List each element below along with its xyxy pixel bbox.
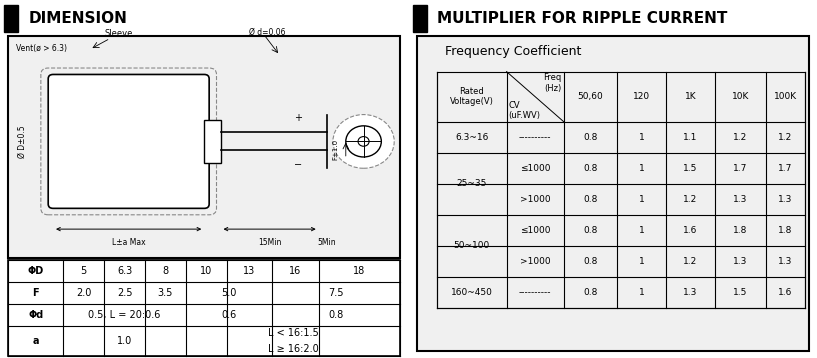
Text: 1.2: 1.2 (683, 195, 698, 204)
Text: 5.0: 5.0 (221, 288, 236, 297)
Text: 0.8: 0.8 (583, 257, 597, 266)
Text: 18: 18 (354, 266, 365, 276)
Text: ΦD: ΦD (28, 266, 44, 276)
Text: 1: 1 (638, 133, 645, 142)
Text: 1.7: 1.7 (778, 164, 792, 173)
Text: 1.5: 1.5 (733, 288, 748, 297)
Text: Φd: Φd (28, 310, 43, 320)
Text: Vent(ø > 6.3): Vent(ø > 6.3) (16, 44, 67, 53)
Circle shape (358, 136, 369, 146)
Text: 1.6: 1.6 (683, 226, 698, 235)
Text: 6.3: 6.3 (117, 266, 132, 276)
Text: 1.2: 1.2 (734, 133, 748, 142)
Text: 15Min: 15Min (258, 238, 281, 247)
Text: 1.5: 1.5 (683, 164, 698, 173)
Text: 1.3: 1.3 (733, 257, 748, 266)
Text: >1000: >1000 (520, 257, 551, 266)
Text: 10K: 10K (732, 92, 749, 101)
Text: 16: 16 (289, 266, 301, 276)
Text: ≤1000: ≤1000 (520, 164, 551, 173)
Text: 1: 1 (638, 195, 645, 204)
Text: 0.8: 0.8 (583, 164, 597, 173)
Text: 50~100: 50~100 (453, 241, 490, 250)
Text: 1: 1 (638, 164, 645, 173)
Text: >1000: >1000 (520, 195, 551, 204)
Text: 1.6: 1.6 (778, 288, 792, 297)
Text: Freq
(Hz): Freq (Hz) (543, 73, 561, 93)
Text: 1K: 1K (685, 92, 696, 101)
Text: 1.3: 1.3 (778, 195, 792, 204)
Text: F±1.0: F±1.0 (333, 139, 338, 160)
Text: 1.1: 1.1 (683, 133, 698, 142)
Text: 13: 13 (243, 266, 255, 276)
Text: ≤1000: ≤1000 (520, 226, 551, 235)
Circle shape (346, 126, 382, 157)
Text: a: a (33, 337, 39, 346)
Text: 0.8: 0.8 (328, 310, 344, 320)
Text: 1.3: 1.3 (733, 195, 748, 204)
Text: CV
(uF.WV): CV (uF.WV) (508, 101, 541, 120)
Text: 0.6: 0.6 (221, 310, 236, 320)
Text: 1.3: 1.3 (683, 288, 698, 297)
Text: ----------: ---------- (519, 133, 551, 142)
Text: Ø D±0.5: Ø D±0.5 (18, 125, 27, 158)
Text: 0.8: 0.8 (583, 133, 597, 142)
Text: 3.5: 3.5 (158, 288, 173, 297)
Text: 1: 1 (638, 288, 645, 297)
Text: 10: 10 (200, 266, 212, 276)
Text: 6.3~16: 6.3~16 (455, 133, 489, 142)
Text: Rated
Voltage(V): Rated Voltage(V) (450, 87, 493, 106)
Text: Ø d=0.06: Ø d=0.06 (249, 28, 286, 37)
Text: 2.5: 2.5 (117, 288, 132, 297)
Text: L < 16:1.5: L < 16:1.5 (268, 329, 319, 338)
Text: L ≥ 16:2.0: L ≥ 16:2.0 (268, 344, 319, 354)
FancyBboxPatch shape (48, 74, 209, 208)
Text: 7.5: 7.5 (328, 288, 344, 297)
Text: MULTIPLIER FOR RIPPLE CURRENT: MULTIPLIER FOR RIPPLE CURRENT (437, 11, 727, 26)
Text: 1: 1 (638, 257, 645, 266)
Text: 0.8: 0.8 (583, 226, 597, 235)
Bar (413, 5, 426, 32)
Text: −: − (294, 160, 302, 170)
Text: Sleeve: Sleeve (105, 29, 132, 38)
Bar (8, 260, 400, 356)
Bar (8, 36, 400, 258)
Text: 0.8: 0.8 (583, 288, 597, 297)
Text: Frequency Coefficient: Frequency Coefficient (445, 45, 582, 58)
Text: 160~450: 160~450 (451, 288, 493, 297)
Text: 1.3: 1.3 (778, 257, 792, 266)
Text: 1.8: 1.8 (733, 226, 748, 235)
Bar (417, 36, 809, 351)
Text: 1.7: 1.7 (733, 164, 748, 173)
Text: L±a Max: L±a Max (112, 238, 145, 247)
Text: 0.5, L = 20:0.6: 0.5, L = 20:0.6 (88, 310, 161, 320)
Circle shape (333, 115, 394, 168)
Text: F: F (33, 288, 39, 297)
Text: DIMENSION: DIMENSION (29, 11, 127, 26)
Text: 5: 5 (81, 266, 87, 276)
Text: 2.0: 2.0 (76, 288, 92, 297)
Bar (204, 120, 221, 163)
Text: 0.8: 0.8 (583, 195, 597, 204)
Text: 5Min: 5Min (318, 238, 336, 247)
Text: +: + (294, 113, 302, 123)
Text: 1.0: 1.0 (117, 337, 132, 346)
Text: ----------: ---------- (519, 288, 551, 297)
Text: 50,60: 50,60 (578, 92, 603, 101)
Text: 1.2: 1.2 (779, 133, 792, 142)
Text: 8: 8 (163, 266, 168, 276)
Text: 1.8: 1.8 (778, 226, 792, 235)
Text: 120: 120 (633, 92, 650, 101)
Text: 100K: 100K (774, 92, 797, 101)
Text: 1.2: 1.2 (683, 257, 698, 266)
Text: 1: 1 (638, 226, 645, 235)
Bar (4, 5, 18, 32)
Text: 25~35: 25~35 (457, 179, 487, 188)
